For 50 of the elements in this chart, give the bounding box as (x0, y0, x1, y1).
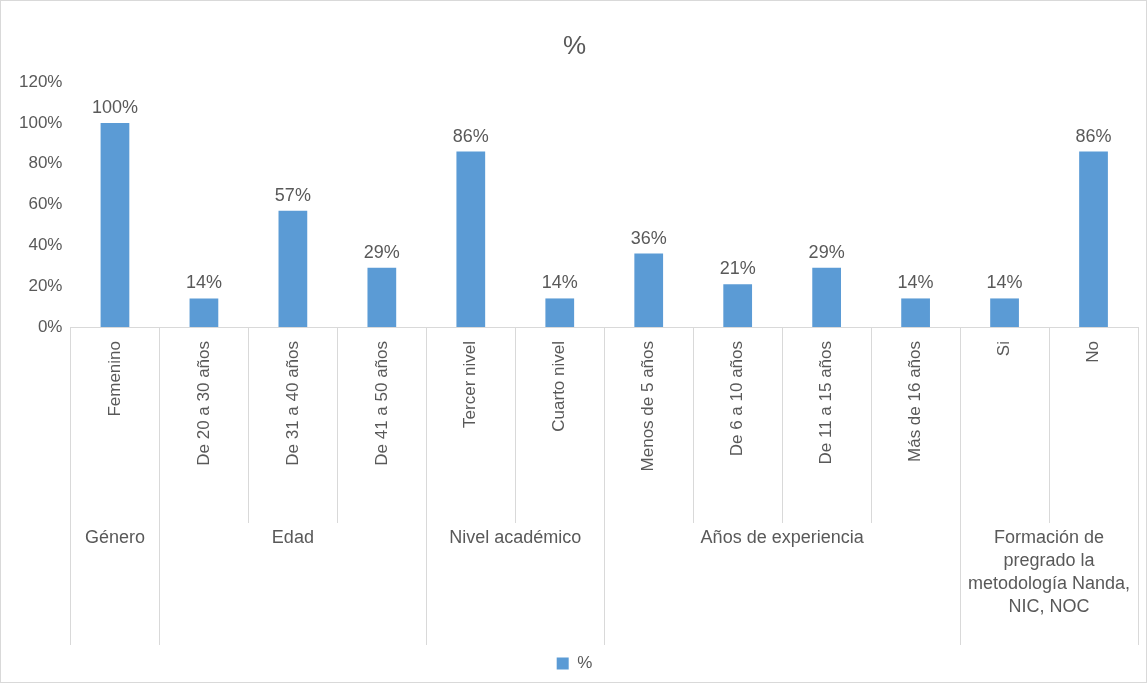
data-label: 86% (452, 125, 489, 146)
x-tick-label: De 6 a 10 años (727, 341, 747, 457)
y-tick-label: 40% (28, 235, 63, 255)
data-label: 14% (897, 272, 934, 293)
x-tick-label: Cuarto nivel (549, 341, 569, 432)
text: Edad (271, 526, 314, 547)
x-tick-label: Menos de 5 años (638, 341, 658, 472)
bar (367, 267, 397, 327)
bar (1079, 151, 1108, 327)
text: Años de experiencia (700, 526, 865, 547)
data-label: 36% (630, 227, 667, 248)
bar (100, 123, 130, 327)
bar (278, 210, 308, 327)
x-tick-label: Femenino (104, 341, 124, 417)
data-label: 100% (91, 96, 138, 117)
y-tick-label: 0% (37, 316, 63, 336)
chart-title: % (562, 29, 587, 60)
data-label: 21% (719, 258, 756, 279)
bar (901, 298, 930, 327)
y-tick-label: 20% (28, 275, 63, 295)
y-tick-label: 80% (28, 153, 63, 173)
bar (545, 298, 575, 327)
x-tick-label: De 41 a 50 años (371, 341, 391, 466)
bar (990, 298, 1019, 327)
bar (634, 253, 664, 327)
data-label: 29% (363, 241, 400, 262)
text: Género (84, 526, 145, 547)
data-label: 14% (541, 272, 578, 293)
legend-label: % (577, 653, 593, 673)
x-tick-label: Si (994, 341, 1014, 357)
data-label: 14% (185, 272, 222, 293)
bar (189, 298, 219, 327)
data-label: 57% (274, 184, 311, 205)
bar (456, 151, 486, 327)
x-tick-label: De 20 a 30 años (193, 341, 213, 466)
data-label: 29% (808, 241, 845, 262)
text: Nivel académico (449, 526, 582, 547)
x-tick-label: De 31 a 40 años (282, 341, 302, 466)
bar (812, 267, 842, 327)
data-label: 86% (1075, 125, 1112, 146)
bar (723, 284, 753, 327)
x-tick-label: Más de 16 años (905, 341, 925, 462)
x-tick-label: No (1083, 341, 1103, 363)
text: Formación de pregrado la metodología Nanda, NIC, NOC (967, 526, 1131, 616)
y-tick-label: 120% (19, 71, 63, 91)
y-tick-label: 60% (28, 194, 63, 214)
x-tick-label: De 11 a 15 años (816, 341, 836, 465)
x-tick-label: Tercer nivel (460, 341, 480, 428)
data-label: 14% (986, 272, 1023, 293)
y-tick-label: 100% (19, 112, 63, 132)
